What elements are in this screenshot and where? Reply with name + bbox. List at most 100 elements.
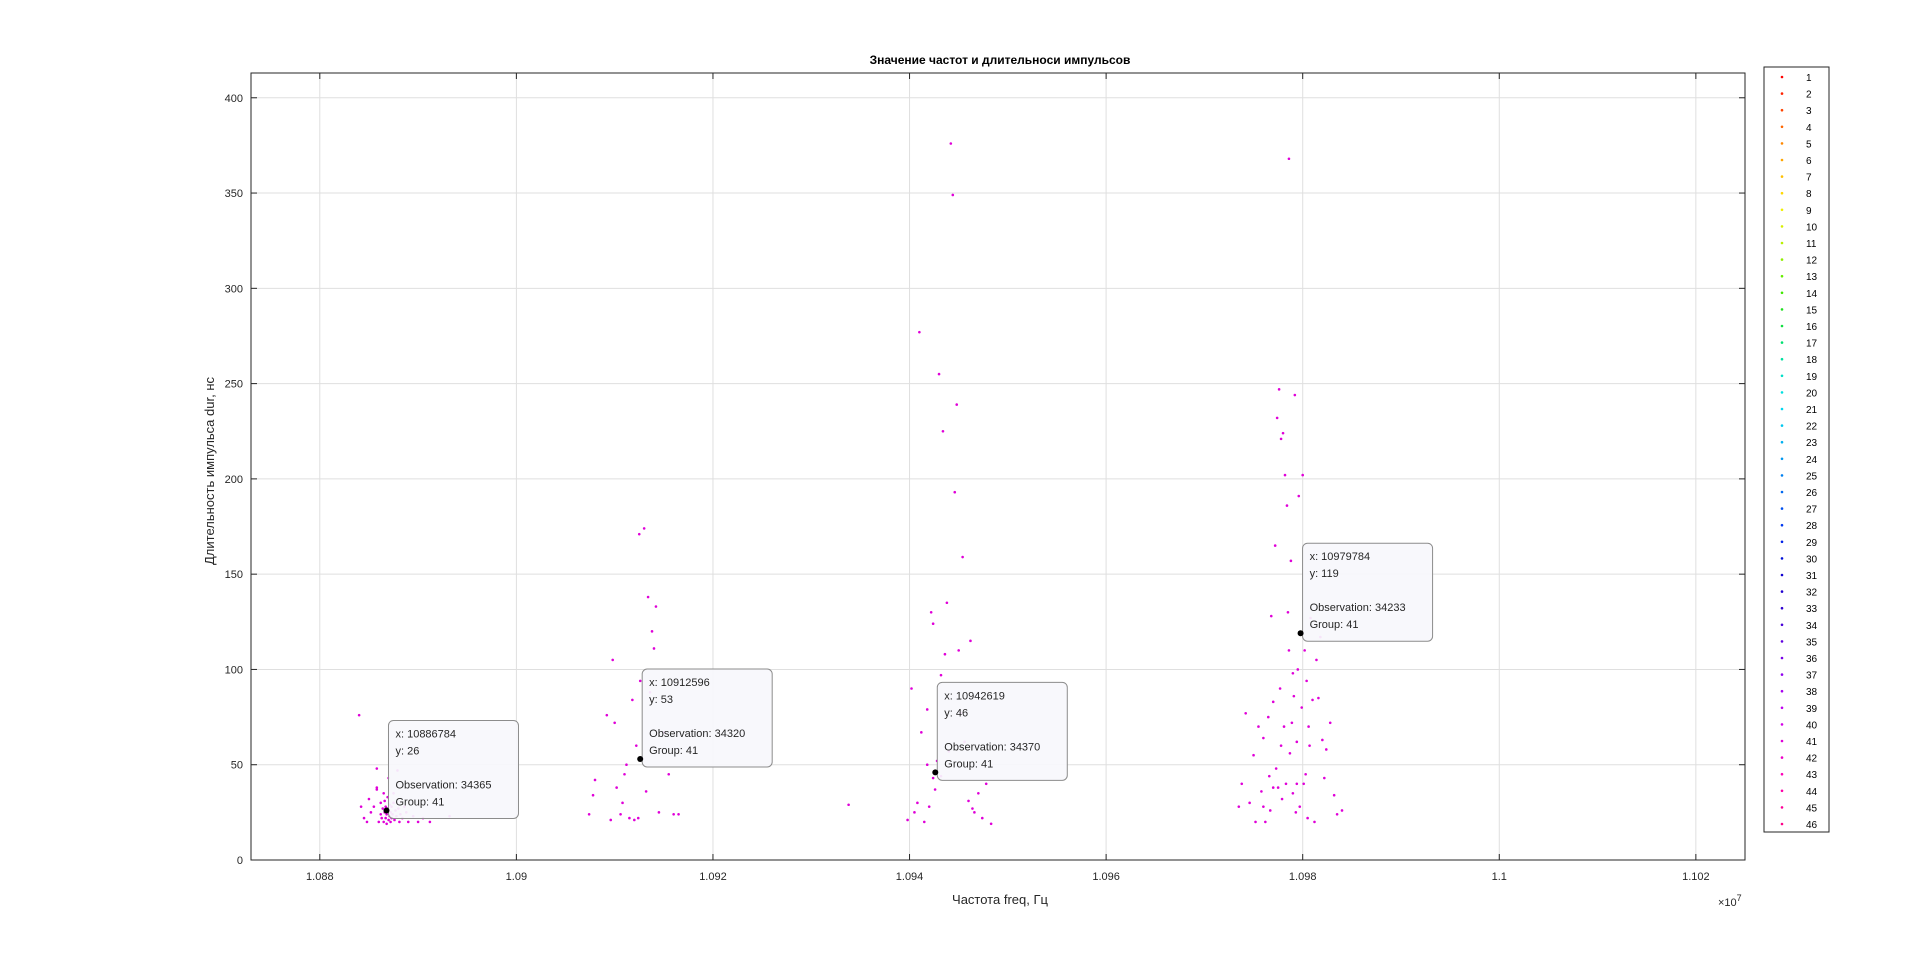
data-point [1298,805,1302,808]
data-point [1323,776,1326,780]
data-point [1240,782,1244,786]
data-point [1321,738,1324,742]
legend-marker [1780,75,1784,79]
legend-marker [1780,590,1784,593]
data-point [910,687,913,690]
data-point [933,788,937,791]
data-point [375,786,379,789]
legend-box[interactable] [1763,66,1830,833]
data-point [428,820,432,824]
data-point [1248,801,1251,805]
x-axis-label: Частота freq, Гц [952,892,1048,907]
datatip-text: Group: 41 [395,796,444,808]
data-point [625,763,628,767]
legend-label: 5 [1806,139,1812,150]
datatip-text: Observation: 34370 [944,741,1040,753]
data-point [1282,725,1286,728]
legend-label: 17 [1806,339,1818,350]
legend-label: 46 [1806,820,1818,831]
x-tick-label: 1.096 [1092,871,1120,883]
data-point [989,822,993,826]
datatip-text: x: 10912596 [649,677,710,689]
legend-marker [1780,523,1784,527]
data-point [398,820,401,824]
datatip-box [641,668,773,768]
data-point [925,763,929,767]
legend-marker [1780,822,1784,826]
data-point [1295,782,1299,786]
data-point [1290,721,1294,725]
datatip: x: 10912596 y: 53 Observation: 34320 Group:… [637,668,773,768]
data-point [372,805,376,808]
data-point [667,772,671,776]
axis-ticks: 1.088 1.09 1.092 1.094 1.096 1.098 1.1 1.102 0 50… [225,73,1745,883]
datatip-marker [637,756,644,763]
legend-label: 11 [1806,239,1817,250]
legend-label: 35 [1806,637,1818,648]
data-point [587,812,591,816]
data-point [636,816,640,820]
legend-marker [1780,789,1784,793]
data-point [382,792,385,795]
x-tick-label: 1.1 [1492,871,1507,883]
x-tick-label: 1.088 [306,871,334,883]
data-point [1260,790,1263,793]
data-point [1271,786,1275,789]
data-point [613,721,616,725]
legend-marker [1780,341,1784,344]
datatip-text: y: 119 [1310,568,1339,580]
legend-label: 39 [1806,704,1818,715]
legend-marker [1780,208,1784,212]
data-point [949,142,953,145]
data-point [922,820,926,824]
data-point [638,679,642,683]
legend-marker [1780,125,1784,129]
data-point [1285,504,1289,507]
legend-marker [1780,490,1784,494]
data-point [1324,748,1328,751]
data-point [1340,809,1344,812]
y-axis-label: Длительность импульса dur, нс [202,377,217,565]
data-point [375,788,379,791]
legend-marker [1780,606,1784,610]
data-point [984,782,988,786]
data-point [1315,658,1318,662]
legend-label: 21 [1806,405,1818,416]
legend-label: 40 [1806,720,1818,731]
legend-label: 27 [1806,505,1818,516]
legend-label: 10 [1806,222,1818,233]
data-point [1244,711,1247,715]
data-point [937,372,941,376]
data-point [1301,473,1304,477]
data-point [1291,671,1295,675]
data-point [1286,610,1290,614]
legend-label: 2 [1806,90,1812,101]
data-point [362,816,366,820]
legend-marker [1780,225,1784,228]
data-point [1268,809,1272,812]
data-point [927,805,931,808]
legend-marker [1780,772,1784,776]
data-point [967,799,970,803]
datatip: x: 10979784 y: 119 Observation: 34233 Group… [1297,542,1434,642]
datatip-text: Group: 41 [944,758,993,770]
data-point [1275,416,1279,420]
data-point [1296,668,1300,671]
data-point [357,713,361,717]
datatip-marker [932,769,939,776]
data-point [383,799,386,803]
x-tick-label: 1.098 [1289,871,1317,883]
data-point [1332,793,1336,797]
legend-label: 4 [1806,123,1812,134]
data-point [941,429,945,433]
chart-title: Значение частот и длительноси импульсов [870,53,1131,67]
legend-label: 44 [1806,787,1818,798]
data-point [367,797,371,801]
data-point [931,776,935,780]
legend[interactable]: 1234567891011121314151617181920212223242… [1780,73,1818,831]
legend-label: 31 [1806,571,1818,582]
legend-label: 7 [1806,173,1812,184]
data-point [971,807,974,810]
data-point [1300,706,1304,709]
data-point [957,649,960,652]
